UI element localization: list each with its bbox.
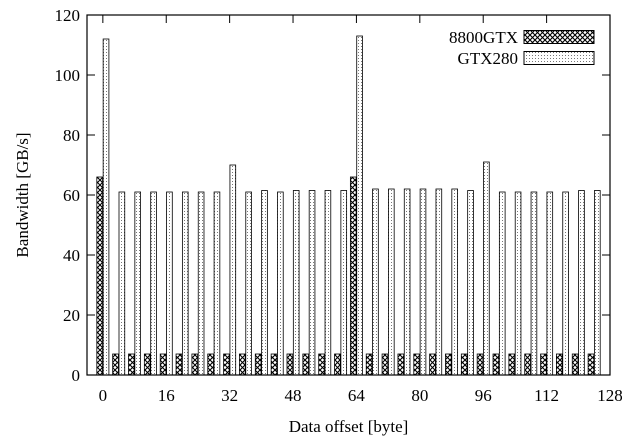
bar-8800gtx-72	[381, 353, 389, 376]
bar-gtx280-60	[340, 190, 348, 376]
x-tick-label-48: 48	[285, 386, 302, 405]
bar-gtx280-20	[181, 191, 189, 376]
bar-8800gtx-116	[556, 353, 563, 376]
bar-gtx280-16	[166, 191, 173, 376]
bar-gtx280-40	[261, 190, 268, 376]
bar-8800gtx-24	[191, 353, 199, 376]
bar-8800gtx-64	[349, 176, 357, 376]
y-tick-label-100: 100	[55, 66, 81, 85]
bar-8800gtx-48	[286, 353, 294, 376]
bar-gtx280-32	[229, 164, 237, 376]
bar-gtx280-76	[403, 188, 411, 376]
bar-gtx280-80	[419, 188, 427, 376]
bar-8800gtx-88	[445, 353, 452, 376]
bar-8800gtx-20	[175, 353, 183, 376]
bars-group	[96, 35, 601, 376]
bar-8800gtx-4	[112, 353, 119, 376]
bar-gtx280-104	[514, 191, 522, 376]
bar-8800gtx-60	[334, 353, 341, 376]
bar-gtx280-24	[197, 191, 205, 376]
y-tick-label-20: 20	[63, 306, 80, 325]
y-tick-label-80: 80	[63, 126, 80, 145]
legend-label-gtx280: GTX280	[458, 49, 518, 68]
bar-gtx280-44	[277, 191, 284, 376]
bar-gtx280-92	[467, 190, 474, 376]
bar-8800gtx-120	[571, 353, 579, 376]
bar-8800gtx-44	[270, 353, 278, 376]
bar-gtx280-52	[308, 190, 316, 376]
x-tick-label-80: 80	[411, 386, 428, 405]
bar-8800gtx-52	[302, 353, 309, 376]
bar-8800gtx-12	[143, 353, 151, 376]
bar-gtx280-84	[435, 188, 443, 376]
x-tick-label-32: 32	[221, 386, 238, 405]
bar-gtx280-96	[483, 161, 490, 376]
bar-8800gtx-68	[365, 353, 373, 376]
x-axis: 0 16 32 48 64 80 96 112 128	[99, 15, 622, 405]
x-tick-label-128: 128	[597, 386, 622, 405]
bar-gtx280-116	[562, 191, 569, 376]
bar-8800gtx-28	[207, 353, 214, 376]
bar-8800gtx-36	[239, 353, 246, 376]
bar-8800gtx-108	[524, 353, 531, 376]
bar-gtx280-48	[292, 190, 300, 376]
x-tick-label-112: 112	[534, 386, 559, 405]
y-tick-label-0: 0	[72, 366, 81, 385]
bar-gtx280-36	[245, 191, 252, 376]
bar-8800gtx-32	[223, 353, 230, 376]
bar-gtx280-0	[102, 38, 110, 376]
bar-8800gtx-80	[413, 353, 420, 376]
x-tick-label-64: 64	[348, 386, 366, 405]
bar-gtx280-100	[498, 191, 506, 376]
bar-gtx280-108	[530, 191, 538, 376]
bar-gtx280-88	[451, 188, 458, 376]
bar-8800gtx-16	[159, 353, 167, 376]
bar-gtx280-28	[213, 191, 221, 376]
legend-swatch-gtx280	[523, 51, 595, 65]
bar-gtx280-64	[356, 35, 363, 376]
x-tick-label-16: 16	[158, 386, 175, 405]
bar-gtx280-124	[594, 190, 601, 376]
bar-gtx280-8	[134, 191, 142, 376]
x-tick-label-96: 96	[475, 386, 492, 405]
bar-gtx280-120	[578, 190, 585, 376]
bar-8800gtx-76	[397, 353, 405, 376]
bar-8800gtx-40	[254, 353, 262, 376]
bar-gtx280-112	[546, 191, 554, 376]
bar-8800gtx-112	[540, 353, 547, 376]
bar-gtx280-72	[388, 188, 395, 376]
bar-8800gtx-8	[128, 353, 135, 376]
bar-gtx280-56	[324, 190, 332, 376]
y-tick-label-60: 60	[63, 186, 80, 205]
y-axis: 0 20 40 60 80 100 120	[55, 6, 610, 385]
y-axis-title: Bandwidth [GB/s]	[13, 132, 32, 257]
bar-8800gtx-100	[492, 353, 500, 376]
legend: 8800GTX GTX280	[449, 28, 595, 68]
bar-8800gtx-56	[318, 353, 325, 376]
x-axis-title: Data offset [byte]	[289, 417, 409, 436]
legend-swatch-8800gtx	[523, 30, 595, 44]
x-tick-label-0: 0	[99, 386, 108, 405]
bar-8800gtx-84	[429, 353, 436, 376]
y-tick-label-40: 40	[63, 246, 80, 265]
bar-8800gtx-124	[587, 353, 595, 376]
bar-8800gtx-0	[96, 176, 103, 376]
bar-8800gtx-92	[460, 353, 468, 376]
bar-8800gtx-96	[476, 353, 484, 376]
bar-gtx280-68	[372, 188, 379, 376]
legend-label-8800gtx: 8800GTX	[449, 28, 518, 47]
bar-gtx280-12	[150, 191, 157, 376]
bar-gtx280-4	[118, 191, 126, 376]
bar-8800gtx-104	[508, 353, 516, 376]
y-tick-label-120: 120	[55, 6, 81, 25]
